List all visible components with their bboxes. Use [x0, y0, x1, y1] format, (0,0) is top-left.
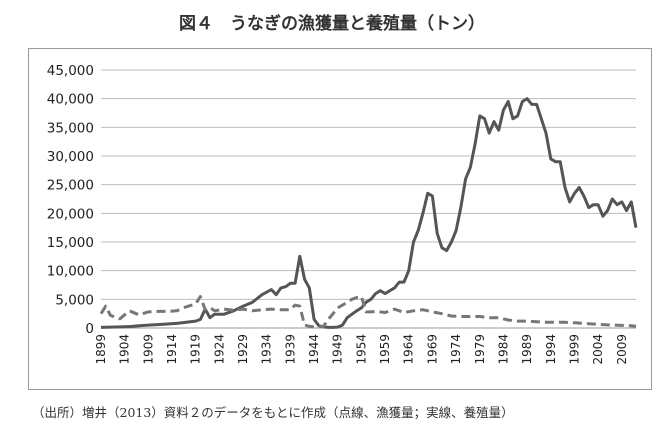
x-tick-label: 1969	[425, 334, 439, 365]
x-tick-label: 1984	[496, 334, 510, 365]
y-tick-label: 5,000	[55, 292, 94, 308]
x-tick-label: 1999	[567, 334, 581, 365]
y-tick-label: 25,000	[47, 178, 94, 194]
x-tick-label: 1949	[331, 334, 345, 365]
y-tick-label: 35,000	[47, 120, 94, 136]
y-tick-label: 15,000	[47, 235, 94, 251]
x-tick-label: 1924	[212, 334, 226, 365]
x-tick-label: 1964	[402, 334, 416, 365]
x-tick-label: 2009	[615, 334, 629, 365]
x-tick-label: 1929	[236, 334, 250, 365]
y-tick-label: 0	[85, 321, 94, 337]
x-tick-label: 1909	[141, 334, 155, 365]
x-tick-label: 1934	[260, 334, 274, 365]
x-tick-label: 2004	[591, 334, 605, 365]
catch-series-line	[99, 295, 637, 329]
x-tick-label: 1904	[118, 334, 132, 365]
x-tick-label: 1944	[307, 334, 321, 365]
x-tick-label: 1994	[544, 334, 558, 365]
chart-title: 図４ うなぎの漁獲量と養殖量（トン）	[179, 14, 485, 34]
chart-frame	[28, 48, 652, 390]
x-tick-label: 1979	[473, 334, 487, 365]
y-tick-label: 20,000	[47, 206, 94, 222]
y-tick-label: 40,000	[47, 92, 94, 108]
line-chart: 0 5,000 10,000 15,000 20,000 25,000 30,000 35,0…	[47, 63, 638, 365]
y-tick-label: 45,000	[47, 63, 94, 79]
x-tick-label: 1939	[283, 334, 297, 365]
x-tick-label: 1914	[165, 334, 179, 365]
farming-series-line	[100, 97, 638, 329]
x-tick-label: 1974	[449, 334, 463, 365]
x-tick-label: 1919	[189, 334, 203, 365]
x-tick-label: 1899	[94, 334, 108, 365]
source-note: （出所）増井（2013）資料２のデータをもとに作成（点線、漁獲量；実線、養殖量）	[32, 405, 514, 420]
x-tick-label: 1959	[378, 334, 392, 365]
y-tick-label: 30,000	[47, 149, 94, 165]
y-tick-label: 10,000	[47, 264, 94, 280]
x-tick-label: 1989	[520, 334, 534, 365]
x-tick-label: 1954	[354, 334, 368, 365]
